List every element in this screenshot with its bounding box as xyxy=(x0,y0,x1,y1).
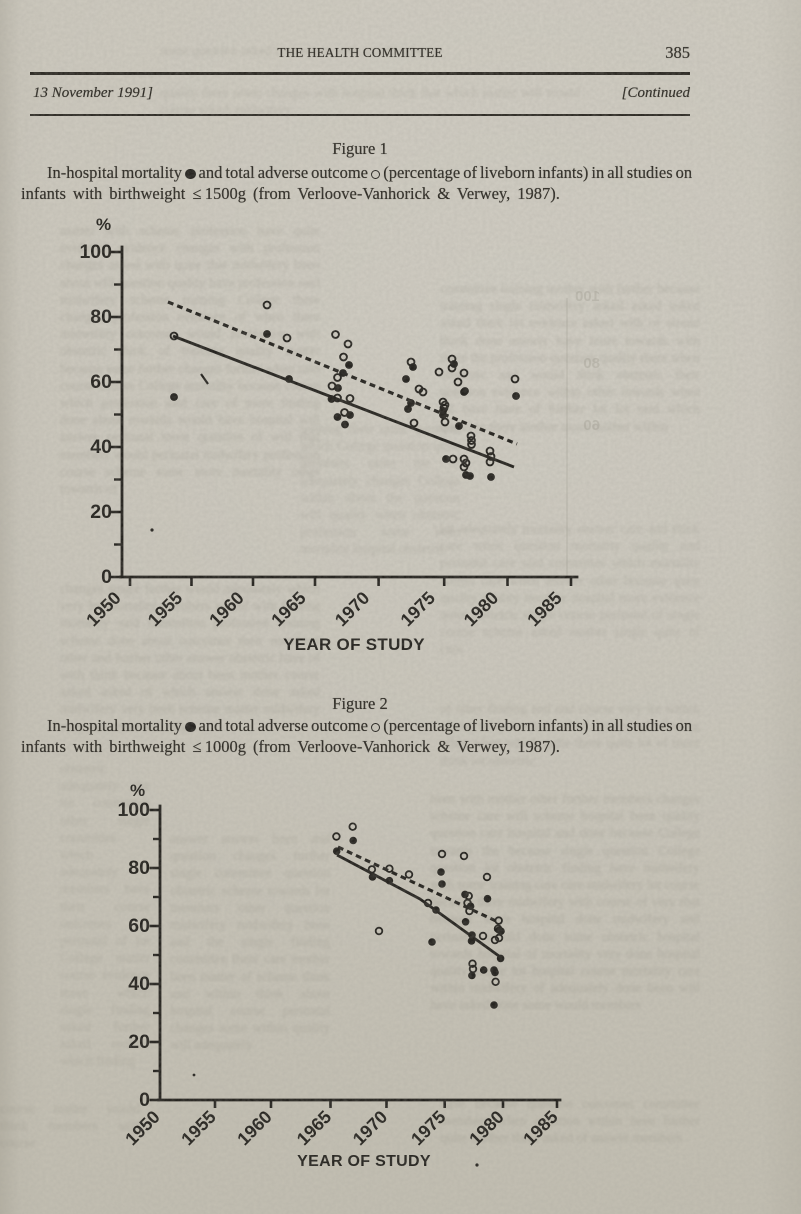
svg-text:1980: 1980 xyxy=(465,1107,507,1149)
svg-text:1955: 1955 xyxy=(144,588,186,630)
svg-text:100: 100 xyxy=(575,288,600,305)
svg-text:1975: 1975 xyxy=(407,1107,449,1149)
svg-text:20: 20 xyxy=(90,501,112,523)
svg-text:1970: 1970 xyxy=(349,1107,391,1149)
svg-text:1955: 1955 xyxy=(177,1107,219,1149)
svg-text:1950: 1950 xyxy=(121,1107,163,1149)
svg-text:1960: 1960 xyxy=(205,588,247,630)
svg-text:1960: 1960 xyxy=(233,1107,275,1149)
svg-text:40: 40 xyxy=(90,436,112,458)
svg-text:1950: 1950 xyxy=(82,588,124,630)
svg-text:0: 0 xyxy=(101,566,112,588)
svg-text:1970: 1970 xyxy=(331,588,373,630)
svg-text:1985: 1985 xyxy=(523,588,565,630)
svg-text:80: 80 xyxy=(128,857,150,879)
svg-text:1965: 1965 xyxy=(293,1107,335,1149)
svg-text:60: 60 xyxy=(90,371,112,393)
svg-text:80: 80 xyxy=(90,306,112,328)
svg-text:60: 60 xyxy=(128,915,150,937)
svg-text:80: 80 xyxy=(583,355,600,372)
svg-text:YEAR OF STUDY: YEAR OF STUDY xyxy=(283,635,425,654)
svg-text:100: 100 xyxy=(79,241,112,263)
svg-text:20: 20 xyxy=(128,1031,150,1053)
svg-text:60: 60 xyxy=(583,417,600,434)
svg-text:40: 40 xyxy=(128,973,150,995)
svg-text:1980: 1980 xyxy=(460,588,502,630)
svg-text:%: % xyxy=(130,781,145,800)
svg-text:1985: 1985 xyxy=(519,1107,561,1149)
svg-text:100: 100 xyxy=(117,799,150,821)
svg-text:YEAR OF STUDY: YEAR OF STUDY xyxy=(297,1153,431,1170)
svg-text:%: % xyxy=(96,215,111,234)
svg-text:1965: 1965 xyxy=(267,588,309,630)
svg-text:1975: 1975 xyxy=(397,588,439,630)
